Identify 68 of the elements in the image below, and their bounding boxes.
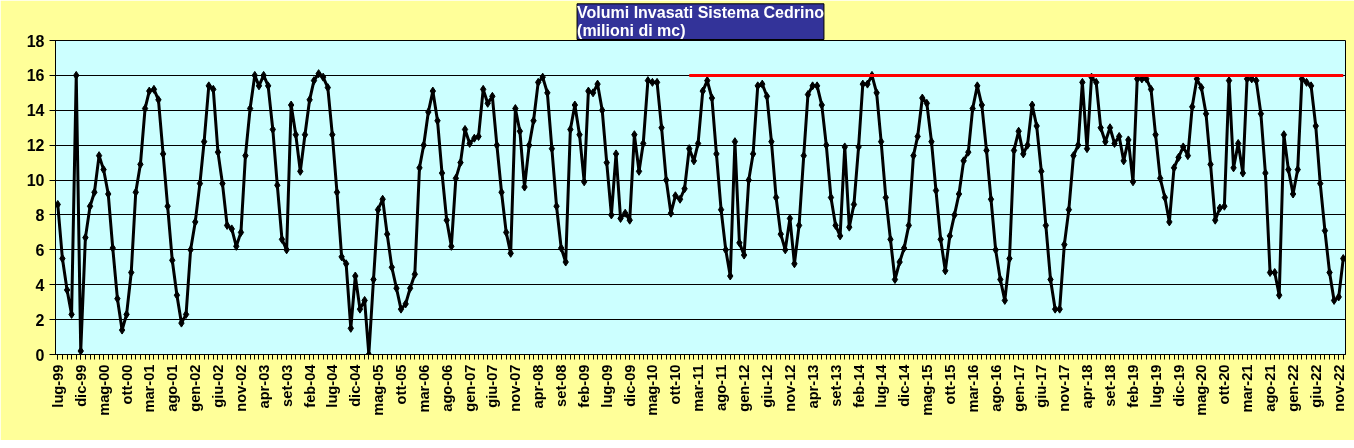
y-tick-label: 10 — [26, 172, 45, 190]
x-tick-label: ott-05 — [392, 364, 409, 405]
x-tick-label: ott-20 — [1216, 364, 1233, 405]
x-tick-label: mag-15 — [918, 364, 935, 416]
x-tick-label: dic-14 — [896, 363, 913, 407]
x-tick-label: mag-20 — [1193, 364, 1210, 416]
x-tick-label: ago-16 — [987, 364, 1004, 412]
x-tick-label: ago-21 — [1262, 364, 1279, 412]
x-tick-label: dic-19 — [1170, 364, 1187, 407]
x-tick-label: gen-02 — [187, 364, 204, 412]
x-tick-label: set-18 — [1102, 364, 1119, 407]
y-tick-label: 8 — [35, 206, 45, 224]
x-tick-label: lug-09 — [598, 364, 615, 408]
x-tick-label: nov-22 — [1330, 364, 1347, 412]
x-tick-label: gen-17 — [1010, 364, 1027, 412]
x-tick-label: feb-19 — [1125, 364, 1141, 408]
x-tick-label: set-13 — [827, 364, 844, 407]
x-tick-label: gen-22 — [1285, 364, 1302, 412]
x-tick-label: apr-08 — [530, 364, 547, 409]
x-tick-label: set-03 — [278, 364, 295, 407]
x-tick-label: mar-16 — [964, 364, 981, 413]
x-tick-label: apr-13 — [804, 364, 821, 409]
x-tick-label: mar-06 — [415, 364, 432, 413]
x-tick-label: nov-02 — [232, 364, 249, 412]
y-tick-label: 4 — [35, 276, 45, 294]
y-tick-label: 18 — [26, 32, 45, 50]
x-tick-label: giu-02 — [209, 364, 226, 408]
x-tick-label: mar-11 — [690, 364, 707, 412]
y-tick-label: 16 — [26, 67, 45, 85]
x-tick-label: gen-12 — [736, 364, 753, 412]
x-tick-label: feb-09 — [576, 364, 593, 408]
x-tick-label: lug-99 — [49, 364, 66, 408]
chart-title: Volumi Invasati Sistema Cedrino (milioni di mc) — [577, 3, 825, 40]
x-tick-label: mar-21 — [1239, 364, 1256, 413]
x-tick-label: mag-10 — [644, 364, 661, 416]
x-tick-label: nov-07 — [507, 364, 524, 412]
x-tick-label: feb-04 — [301, 363, 318, 408]
x-tick-label: nov-12 — [781, 364, 798, 412]
y-tick-label: 0 — [35, 346, 45, 364]
x-tick-label: gen-07 — [461, 364, 478, 412]
x-tick-label: giu-22 — [1307, 364, 1324, 408]
x-tick-label: ott-00 — [118, 364, 135, 405]
x-tick-label: set-08 — [553, 364, 570, 407]
x-tick-label: lug-14 — [873, 363, 890, 408]
x-tick-label: ott-15 — [941, 364, 958, 405]
x-tick-label: dic-09 — [621, 364, 638, 407]
x-tick-label: mar-01 — [141, 364, 158, 413]
x-tick-label: ago-01 — [164, 364, 181, 412]
x-tick-label: mag-00 — [95, 364, 112, 416]
y-tick-label: 12 — [26, 137, 45, 155]
x-tick-label: nov-17 — [1056, 364, 1073, 412]
x-tick-label: dic-99 — [72, 364, 89, 407]
x-tick-label: dic-04 — [347, 363, 364, 407]
x-tick-label: mag-05 — [370, 364, 386, 416]
y-tick-label: 2 — [35, 311, 45, 329]
x-tick-label: giu-12 — [758, 364, 775, 408]
x-tick-label: lug-19 — [1147, 364, 1164, 408]
x-tick-label: giu-17 — [1033, 364, 1050, 408]
x-tick-label: apr-18 — [1079, 364, 1096, 409]
x-tick-label: apr-03 — [255, 364, 272, 409]
x-tick-label: ago-06 — [438, 364, 455, 412]
x-tick-label: lug-04 — [324, 363, 341, 408]
x-tick-label: ott-10 — [667, 364, 684, 405]
x-tick-label: feb-14 — [850, 363, 867, 408]
x-tick-label: giu-07 — [484, 364, 501, 408]
y-tick-label: 6 — [35, 241, 45, 259]
y-tick-label: 14 — [26, 102, 45, 120]
x-tick-label: ago-11 — [713, 364, 730, 411]
